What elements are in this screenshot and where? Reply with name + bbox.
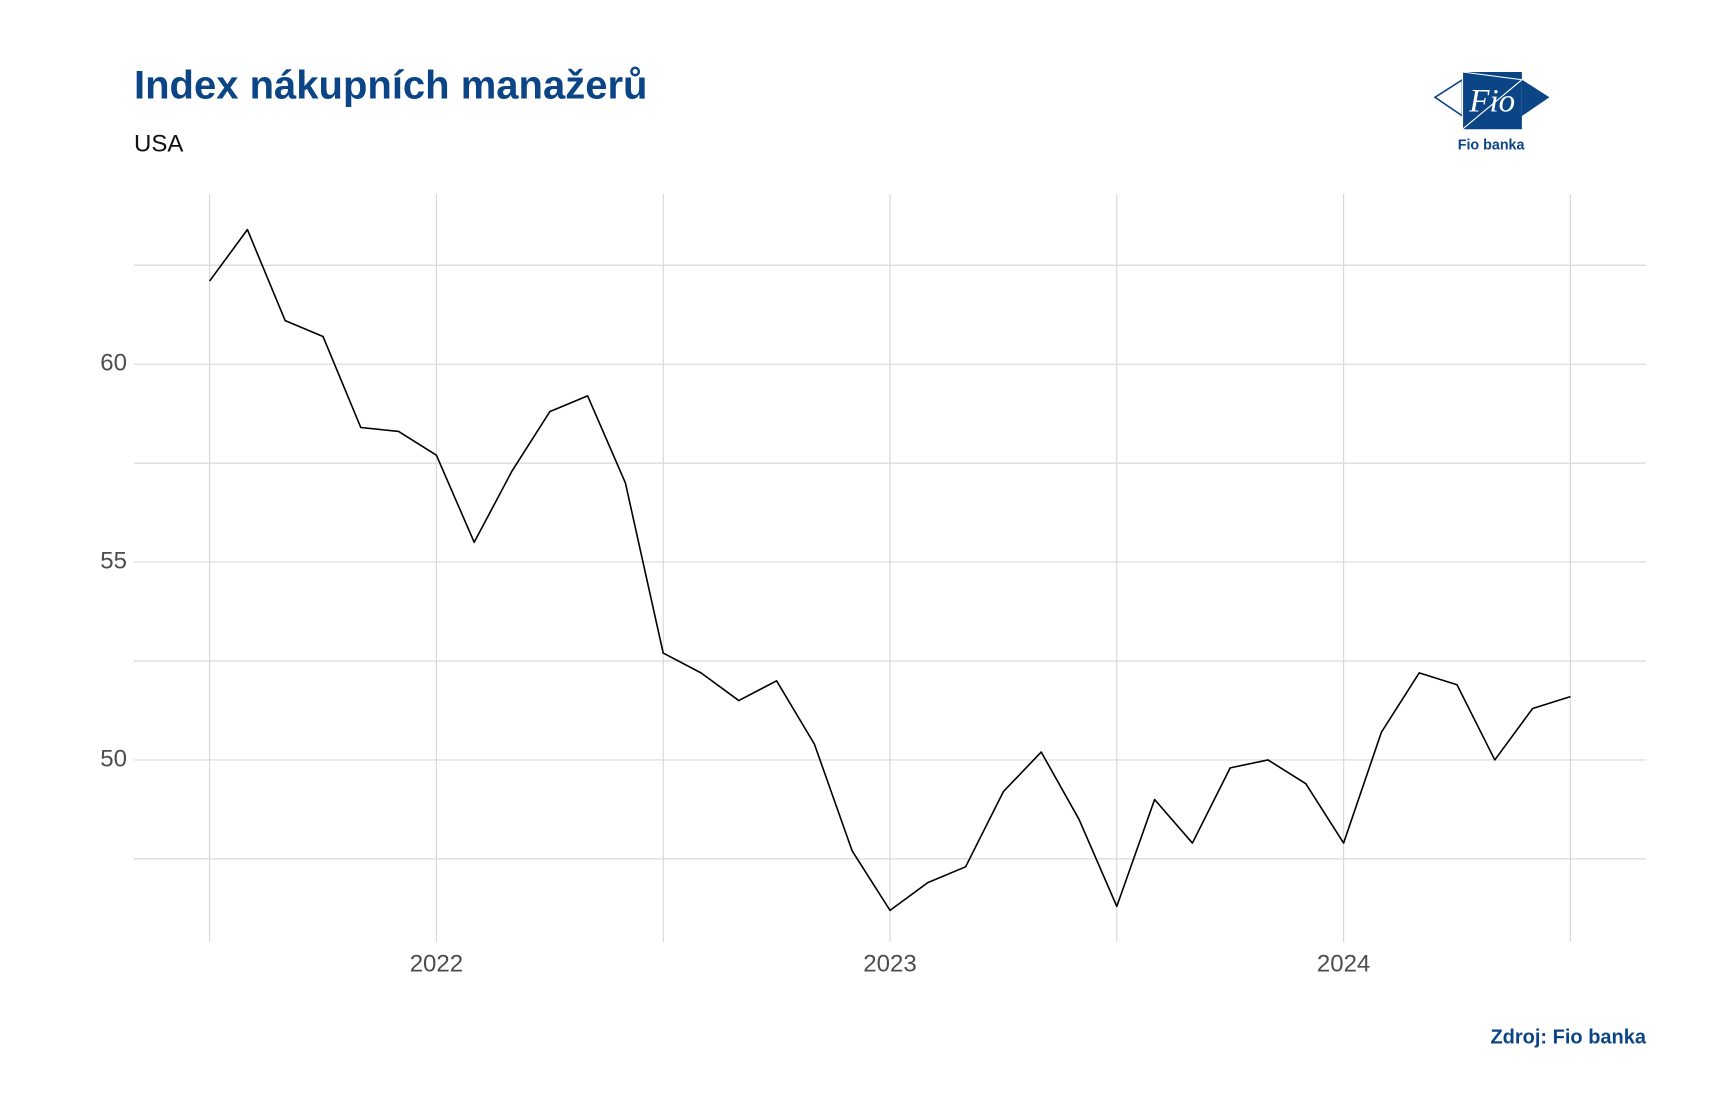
y-tick-label: 55 [100, 547, 127, 574]
logo-shape [1461, 71, 1524, 131]
chart-title: Index nákupních manažerů [134, 64, 647, 108]
data-line [208, 228, 1571, 912]
x-tick-label: 2022 [410, 950, 463, 977]
source: Zdroj: Fio banka [1490, 1026, 1646, 1048]
logo-shape [1433, 78, 1464, 118]
chart-subtitle: USA [134, 130, 183, 157]
x-tick-label: 2024 [1317, 950, 1370, 977]
x-tick-label: 2023 [863, 950, 916, 977]
logo-shape [1521, 79, 1550, 116]
logo-shape [1462, 72, 1522, 130]
y-tick-label: 60 [100, 350, 127, 377]
logo-mark: Fio [1468, 83, 1515, 119]
y-tick-label: 50 [100, 745, 127, 772]
logo: Fio Fio banka [1433, 71, 1550, 153]
logo-name: Fio banka [1458, 137, 1526, 153]
